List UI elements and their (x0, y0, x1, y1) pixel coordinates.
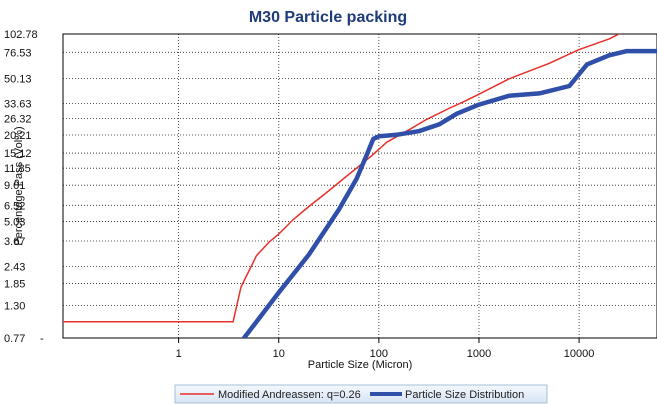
x-tick-label: 100 (370, 348, 388, 360)
x-axis-ticks: 1 10 100 1000 10000 (176, 338, 595, 360)
y-axis-label: Percentage Pass (Vol%) (13, 126, 25, 245)
y-tick-label: 0.77 (4, 333, 25, 345)
y-tick-label: 11.85 (4, 163, 31, 175)
series-lines (63, 34, 657, 338)
y-tick-label: 6.52 (4, 200, 25, 212)
y-tick-label: 1.85 (4, 279, 25, 291)
y-tick-label: 5.03 (4, 216, 25, 228)
legend-label-modified-andreassen: Modified Andreassen: q=0.26 (218, 389, 361, 401)
y-tick-label: 26.32 (4, 114, 32, 126)
y-tick-label: 102.78 (4, 29, 38, 41)
y-axis-ticks: 102.78 76.53 50.13 33.63 26.32 20.21 15.12 11.8… (4, 29, 44, 345)
series-particle-size-distribution (241, 48, 657, 338)
x-axis-label: Particle Size (Micron) (308, 359, 413, 371)
x-tick-label: 1 (176, 348, 182, 360)
grid-lines (63, 34, 657, 338)
y-tick-label: 20.21 (4, 130, 32, 142)
plot-area (62, 33, 657, 339)
series-modified-andreassen (63, 34, 620, 323)
y-tick-label: 1.30 (4, 300, 25, 312)
y-tick-label: 9.01 (4, 180, 25, 192)
chart-title: M30 Particle packing (249, 9, 407, 26)
legend-box (174, 384, 548, 404)
y-tick-label: 2.43 (4, 262, 25, 274)
x-tick-label: 10 (273, 348, 285, 360)
legend: Modified Andreassen: q=0.26 Particle Siz… (174, 384, 548, 404)
y-tick-dash: - (40, 333, 44, 345)
y-tick-label: 50.13 (4, 74, 32, 86)
y-tick-label: 3.67 (4, 236, 25, 248)
x-tick-label: 1000 (467, 348, 491, 360)
y-tick-label: 33.63 (4, 98, 32, 110)
y-tick-label: 76.53 (4, 47, 32, 59)
x-tick-label: 10000 (564, 348, 595, 360)
y-tick-label: 15.12 (4, 148, 32, 160)
legend-label-particle-size-distribution: Particle Size Distribution (405, 389, 524, 401)
